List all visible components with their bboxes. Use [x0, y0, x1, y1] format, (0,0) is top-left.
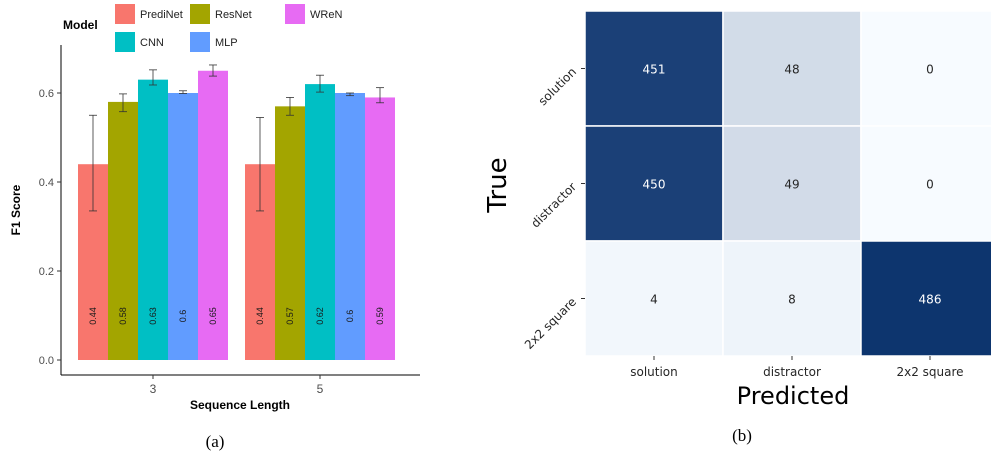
heatmap-cell-value: 0 — [926, 63, 934, 77]
heatmap-cell — [584, 10, 724, 127]
heatmap-cell-value: 48 — [784, 63, 799, 77]
heatmap-cell-value: 8 — [788, 293, 796, 307]
bar-cnn — [305, 84, 335, 360]
heatmap-x-tick-label: solution — [630, 365, 678, 379]
heatmap-x-tick-label: 2x2 square — [896, 365, 963, 379]
legend-title: Model — [63, 18, 98, 32]
x-axis: Sequence Length 3 5 — [150, 375, 324, 412]
heatmap-y-tick-label: distractor — [528, 180, 579, 231]
legend-swatch-wren — [285, 4, 305, 24]
heatmap-cell-value: 450 — [643, 178, 666, 192]
legend-label-predinet: PrediNet — [140, 9, 183, 21]
x-tick-label: 3 — [150, 382, 157, 396]
y-tick-label: 0.6 — [39, 88, 54, 100]
legend-swatch-cnn — [115, 32, 135, 52]
heatmap-cell-value: 0 — [926, 178, 934, 192]
y-axis-title: F1 Score — [9, 184, 23, 235]
legend-swatch-predinet — [115, 4, 135, 24]
bar-mlp — [168, 93, 198, 360]
heatmap-y-tick-label: solution — [536, 65, 580, 109]
panel-label-b: (b) — [732, 426, 752, 445]
bar-value-label: 0.57 — [285, 307, 295, 325]
legend: Model PrediNet ResNet WReN CNN MLP — [63, 4, 342, 52]
heatmap-cell-value: 486 — [919, 293, 942, 307]
bar-value-label: 0.6 — [178, 310, 188, 323]
heatmap-y-title: True — [483, 157, 513, 213]
heatmap-cell-value: 49 — [784, 178, 799, 192]
panel-label-a: (a) — [206, 432, 225, 451]
legend-swatch-mlp — [190, 32, 210, 52]
legend-label-cnn: CNN — [140, 37, 164, 49]
heatmap-cell — [860, 10, 991, 127]
heatmap-cell — [860, 125, 991, 242]
legend-label-wren: WReN — [310, 9, 342, 21]
bar-value-label: 0.44 — [255, 307, 265, 325]
bar-value-label: 0.44 — [88, 307, 98, 325]
bar-wren — [365, 97, 395, 360]
heatmap-cell — [584, 125, 724, 242]
heatmap-cell — [860, 240, 991, 357]
bar-value-label: 0.6 — [345, 310, 355, 323]
bar-value-label: 0.62 — [315, 307, 325, 325]
y-tick-label: 0.2 — [39, 266, 54, 278]
bar-value-label: 0.59 — [375, 307, 385, 325]
bar-value-label: 0.65 — [208, 307, 218, 325]
y-axis: F1 Score 0.0 0.2 0.4 0.6 — [9, 45, 420, 376]
heatmap-cell-value: 4 — [650, 293, 658, 307]
legend-label-resnet: ResNet — [215, 9, 252, 21]
heatmap-x-tick-label: distractor — [763, 365, 821, 379]
bar-resnet — [275, 106, 305, 360]
heatmap-y-tick-label: 2x2 square — [522, 295, 579, 352]
x-tick-label: 5 — [317, 382, 324, 396]
bar-resnet — [108, 101, 138, 361]
bar-mlp — [335, 93, 365, 360]
bar-chart-panel: Model PrediNet ResNet WReN CNN MLP F1 Score 0… — [9, 4, 420, 451]
bar-cnn — [138, 79, 168, 361]
heatmap-cell — [584, 240, 724, 357]
heatmap-cell — [722, 10, 862, 127]
bars: 0.44 0.58 0.63 0.6 0.65 0.44 0.57 0.62 0.6 0.59 — [78, 64, 395, 361]
y-tick-label: 0.4 — [39, 177, 54, 189]
heatmap-cell-value: 451 — [643, 63, 666, 77]
y-tick-label: 0.0 — [39, 355, 54, 367]
bar-value-label: 0.63 — [148, 307, 158, 325]
bar-value-label: 0.58 — [118, 307, 128, 325]
x-axis-title: Sequence Length — [190, 398, 290, 412]
legend-swatch-resnet — [190, 4, 210, 24]
heatmap-cell — [722, 125, 862, 242]
legend-label-mlp: MLP — [215, 37, 238, 49]
bar-wren — [198, 70, 228, 360]
heatmap-x-title: Predicted — [737, 382, 850, 410]
